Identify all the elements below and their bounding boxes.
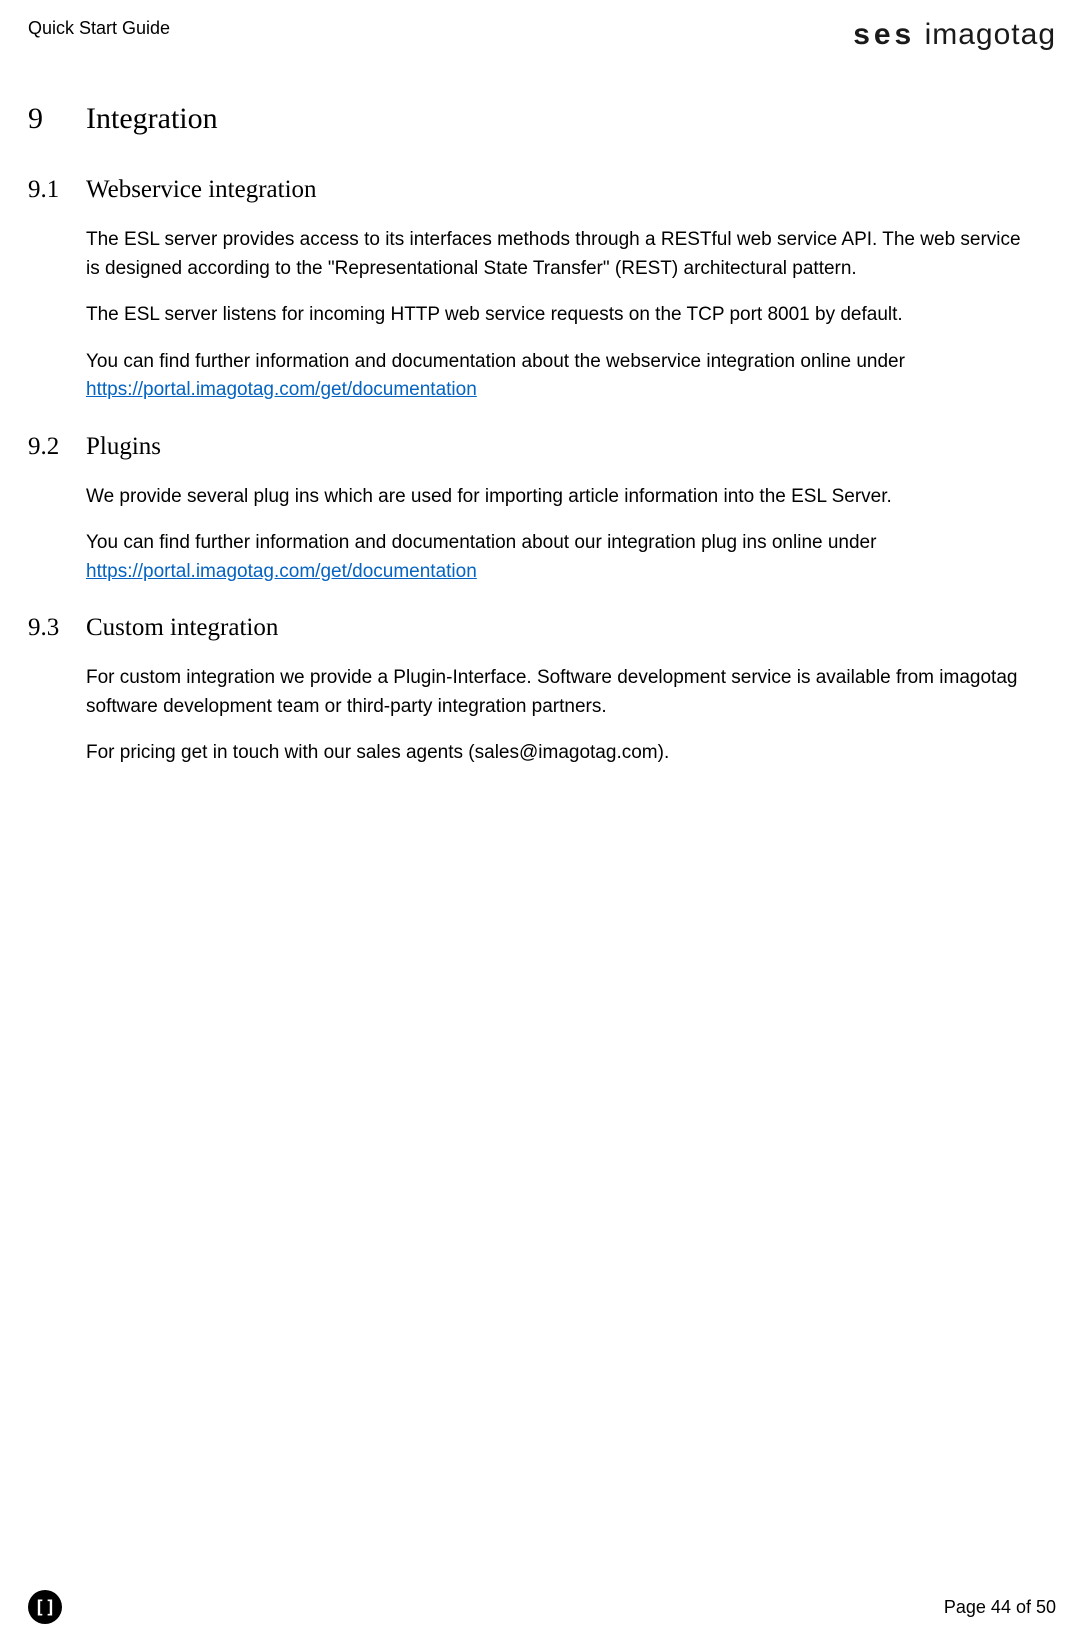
heading-2-number: 9.2 <box>28 433 86 461</box>
paragraph: The ESL server provides access to its in… <box>86 226 1024 283</box>
section-9-1: 9.1 Webservice integration The ESL serve… <box>28 176 1024 405</box>
page-footer: [] Page 44 of 50 <box>0 1590 1084 1624</box>
page-number: Page 44 of 50 <box>944 1597 1056 1618</box>
logo: ses imagotag <box>853 18 1056 52</box>
heading-2: 9.2 Plugins <box>28 433 1024 461</box>
footer-icon: [] <box>28 1590 62 1624</box>
page-header: Quick Start Guide ses imagotag <box>0 0 1084 52</box>
heading-2: 9.1 Webservice integration <box>28 176 1024 204</box>
heading-1-text: Integration <box>86 102 218 136</box>
heading-2-text: Plugins <box>86 433 161 461</box>
paragraph: You can find further information and doc… <box>86 348 1024 405</box>
heading-2-number: 9.1 <box>28 176 86 204</box>
paragraph: For pricing get in touch with our sales … <box>86 739 1024 768</box>
heading-1-number: 9 <box>28 102 86 136</box>
heading-1: 9 Integration <box>28 102 1024 136</box>
heading-2-text: Webservice integration <box>86 176 317 204</box>
paragraph: We provide several plug ins which are us… <box>86 483 1024 512</box>
documentation-link[interactable]: https://portal.imagotag.com/get/document… <box>86 379 477 400</box>
documentation-link[interactable]: https://portal.imagotag.com/get/document… <box>86 561 477 582</box>
paragraph-text: You can find further information and doc… <box>86 532 876 553</box>
header-title: Quick Start Guide <box>28 18 170 39</box>
logo-bold: ses <box>853 18 915 51</box>
heading-2-number: 9.3 <box>28 614 86 642</box>
paragraph-text: You can find further information and doc… <box>86 351 905 372</box>
section-9-2: 9.2 Plugins We provide several plug ins … <box>28 433 1024 587</box>
paragraph: You can find further information and doc… <box>86 529 1024 586</box>
heading-2-text: Custom integration <box>86 614 278 642</box>
paragraph: For custom integration we provide a Plug… <box>86 664 1024 721</box>
logo-light: imagotag <box>915 18 1056 51</box>
heading-2: 9.3 Custom integration <box>28 614 1024 642</box>
page-content: 9 Integration 9.1 Webservice integration… <box>0 52 1084 768</box>
section-9-3: 9.3 Custom integration For custom integr… <box>28 614 1024 768</box>
paragraph: The ESL server listens for incoming HTTP… <box>86 301 1024 330</box>
